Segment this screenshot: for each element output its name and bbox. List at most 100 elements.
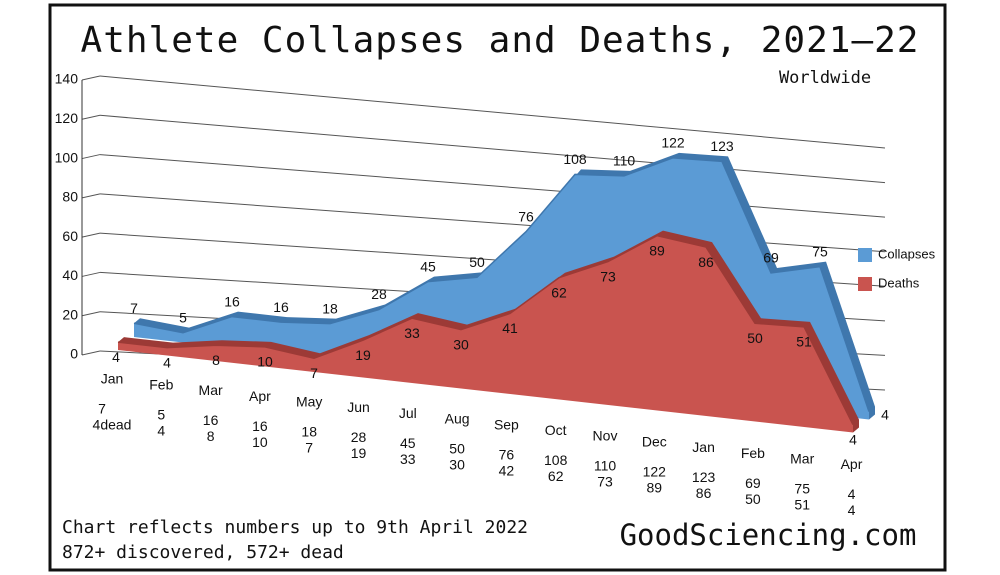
tally-collapses: 110	[594, 458, 617, 474]
data-label: 10	[257, 354, 273, 370]
grid-line	[81, 114, 101, 120]
tally-deaths: 4dead	[93, 417, 132, 433]
x-tick-label: Sep	[494, 416, 519, 432]
tally-collapses: 16	[252, 418, 268, 434]
x-tick-label: Jul	[399, 405, 417, 421]
note: Chart reflects numbers up to 9th April 2…	[62, 517, 528, 538]
data-label: 4	[163, 354, 171, 370]
tally-deaths: 19	[351, 445, 367, 461]
tally-deaths: 86	[696, 485, 712, 501]
legend-label: Collapses	[878, 246, 936, 261]
source: GoodSciencing.com	[620, 518, 917, 552]
grid-line	[99, 154, 886, 218]
data-label: 110	[613, 153, 636, 169]
grid-line	[81, 154, 101, 160]
y-tick-label: 100	[55, 149, 79, 165]
tally-collapses: 50	[449, 441, 465, 457]
grid-line	[81, 350, 101, 356]
data-label: 50	[469, 254, 485, 270]
chart-title: Athlete Collapses and Deaths, 2021—22	[81, 20, 920, 61]
tally-collapses: 45	[400, 435, 416, 451]
data-label: 28	[371, 286, 387, 302]
area-top	[117, 234, 854, 425]
tally-deaths: 7	[305, 440, 313, 456]
x-tick-label: Feb	[149, 376, 173, 392]
data-label: 122	[661, 135, 685, 151]
y-tick-label: 60	[62, 228, 78, 244]
data-label: 4	[881, 406, 889, 422]
x-tick-label: May	[296, 394, 322, 410]
x-tick-label: Jan	[101, 371, 124, 387]
data-label: 62	[551, 284, 567, 300]
tally-deaths: 4	[157, 422, 165, 438]
tally-collapses: 69	[745, 475, 761, 491]
tally-deaths: 30	[449, 457, 465, 473]
x-tick-label: Oct	[545, 422, 567, 438]
grid-line	[81, 232, 101, 238]
x-tick-label: Feb	[741, 445, 765, 461]
note: 872+ discovered, 572+ dead	[62, 542, 344, 563]
data-label: 7	[130, 300, 138, 316]
data-label: 45	[420, 258, 436, 274]
data-label: 4	[849, 431, 857, 447]
x-tick-label: Apr	[249, 388, 271, 404]
tally-collapses: 75	[794, 481, 810, 497]
tally-deaths: 10	[252, 434, 268, 450]
tally-collapses: 7	[98, 401, 106, 417]
tally-deaths: 50	[745, 491, 761, 507]
data-label: 108	[563, 151, 587, 167]
data-label: 41	[502, 320, 518, 336]
data-label: 69	[763, 250, 779, 266]
grid-line	[81, 271, 101, 277]
data-label: 51	[796, 334, 812, 350]
legend-swatch	[858, 248, 872, 262]
tally-deaths: 42	[499, 462, 515, 478]
tally-collapses: 18	[301, 424, 317, 440]
x-tick-label: Aug	[445, 411, 470, 427]
data-label: 89	[649, 242, 665, 258]
tally-deaths: 51	[794, 497, 810, 513]
grid-line	[99, 75, 886, 149]
chart-subtitle: Worldwide	[779, 68, 871, 88]
tally-deaths: 73	[597, 474, 613, 490]
tally-collapses: 108	[544, 452, 568, 468]
y-tick-label: 0	[70, 346, 78, 362]
x-tick-label: Nov	[593, 428, 618, 444]
data-label: 8	[212, 352, 220, 368]
data-label: 5	[179, 309, 187, 325]
tally-deaths: 4	[848, 502, 856, 518]
y-tick-label: 40	[62, 267, 78, 283]
legend-label: Deaths	[878, 275, 920, 290]
tally-collapses: 5	[157, 406, 165, 422]
x-tick-label: Jan	[692, 439, 715, 455]
grid-line	[81, 75, 101, 81]
data-label: 16	[224, 293, 240, 309]
data-label: 73	[600, 268, 616, 284]
data-label: 18	[322, 300, 338, 316]
tally-deaths: 62	[548, 468, 564, 484]
area-top	[133, 157, 870, 412]
y-tick-label: 120	[55, 110, 79, 126]
data-label: 75	[812, 243, 828, 259]
tally-collapses: 76	[499, 446, 515, 462]
data-label: 16	[273, 299, 289, 315]
data-label: 50	[747, 330, 763, 346]
tally-collapses: 122	[643, 463, 667, 479]
tally-deaths: 8	[207, 428, 215, 444]
data-label: 30	[453, 336, 469, 352]
tally-deaths: 33	[400, 451, 416, 467]
tally-collapses: 123	[692, 469, 716, 485]
data-label: 33	[404, 325, 420, 341]
data-label: 4	[112, 349, 120, 365]
x-tick-label: Mar	[199, 382, 223, 398]
grid-line	[81, 311, 101, 317]
grid-line	[81, 193, 101, 199]
data-label: 123	[710, 138, 734, 154]
data-label: 19	[355, 347, 371, 363]
y-tick-label: 140	[55, 71, 79, 87]
legend-swatch	[858, 277, 872, 291]
area-fill	[118, 235, 853, 433]
tally-collapses: 28	[351, 429, 367, 445]
